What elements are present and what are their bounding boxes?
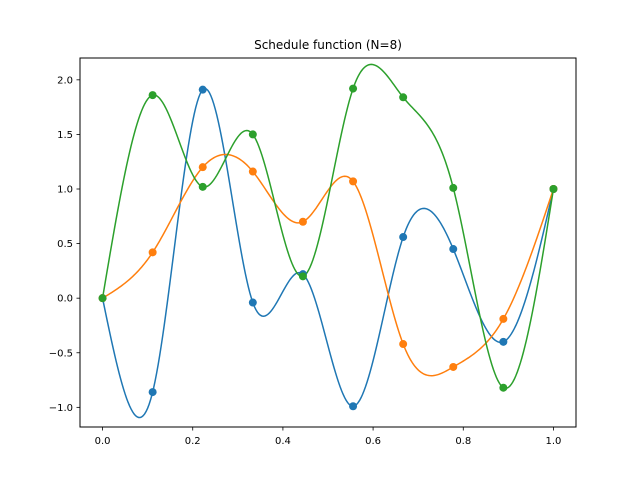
y-tick-label: 2.0 — [57, 75, 73, 86]
series-3-point — [349, 84, 358, 93]
series-3-point — [248, 130, 257, 139]
series-3-point — [449, 183, 458, 192]
y-tick-label: −0.5 — [49, 348, 73, 359]
series-1-point — [248, 298, 257, 307]
series-3-point — [298, 272, 307, 281]
series-2-point — [248, 167, 257, 176]
plot-frame — [79, 57, 577, 428]
x-tick-label: 0.2 — [185, 436, 201, 447]
x-tick-label: 0.8 — [455, 436, 471, 447]
series-2-point — [349, 177, 358, 186]
series-3-point — [148, 91, 157, 100]
series-2-point — [298, 217, 307, 226]
series-2-point — [399, 340, 408, 349]
series-3-point — [198, 182, 207, 191]
series-1-point — [399, 233, 408, 242]
series-1-point — [198, 85, 207, 94]
chart-title: Schedule function (N=8) — [254, 38, 402, 52]
x-tick-label: 0.0 — [95, 436, 111, 447]
series-line-2 — [102, 153, 555, 377]
series-1-point — [148, 388, 157, 397]
series-3-point — [399, 93, 408, 102]
y-tick-label: 0.5 — [57, 239, 73, 250]
series-line-1 — [101, 87, 555, 419]
x-tick-label: 1.0 — [546, 436, 562, 447]
series-1-point — [499, 337, 508, 346]
series-2-point — [499, 314, 508, 323]
series-2-point — [449, 362, 458, 371]
series-2-point — [198, 163, 207, 172]
y-tick-label: 0.0 — [57, 294, 73, 305]
series-layer — [98, 63, 558, 419]
series-1-point — [349, 402, 358, 411]
series-2-point — [148, 248, 157, 257]
series-line-3 — [101, 63, 555, 390]
y-tick-label: 1.0 — [57, 185, 73, 196]
series-3-point — [549, 185, 558, 194]
x-tick-label: 0.4 — [275, 436, 291, 447]
y-tick-label: 1.5 — [57, 130, 73, 141]
series-3-point — [98, 294, 107, 303]
x-tick-label: 0.6 — [365, 436, 381, 447]
axes-layer: 0.0 0.2 0.4 0.6 0.8 1.0 −1.0 −0.5 0.0 0.5 1.0 1.5 2.… — [49, 75, 562, 447]
series-3-point — [499, 383, 508, 392]
series-1-point — [449, 245, 458, 254]
y-tick-label: −1.0 — [49, 403, 73, 414]
